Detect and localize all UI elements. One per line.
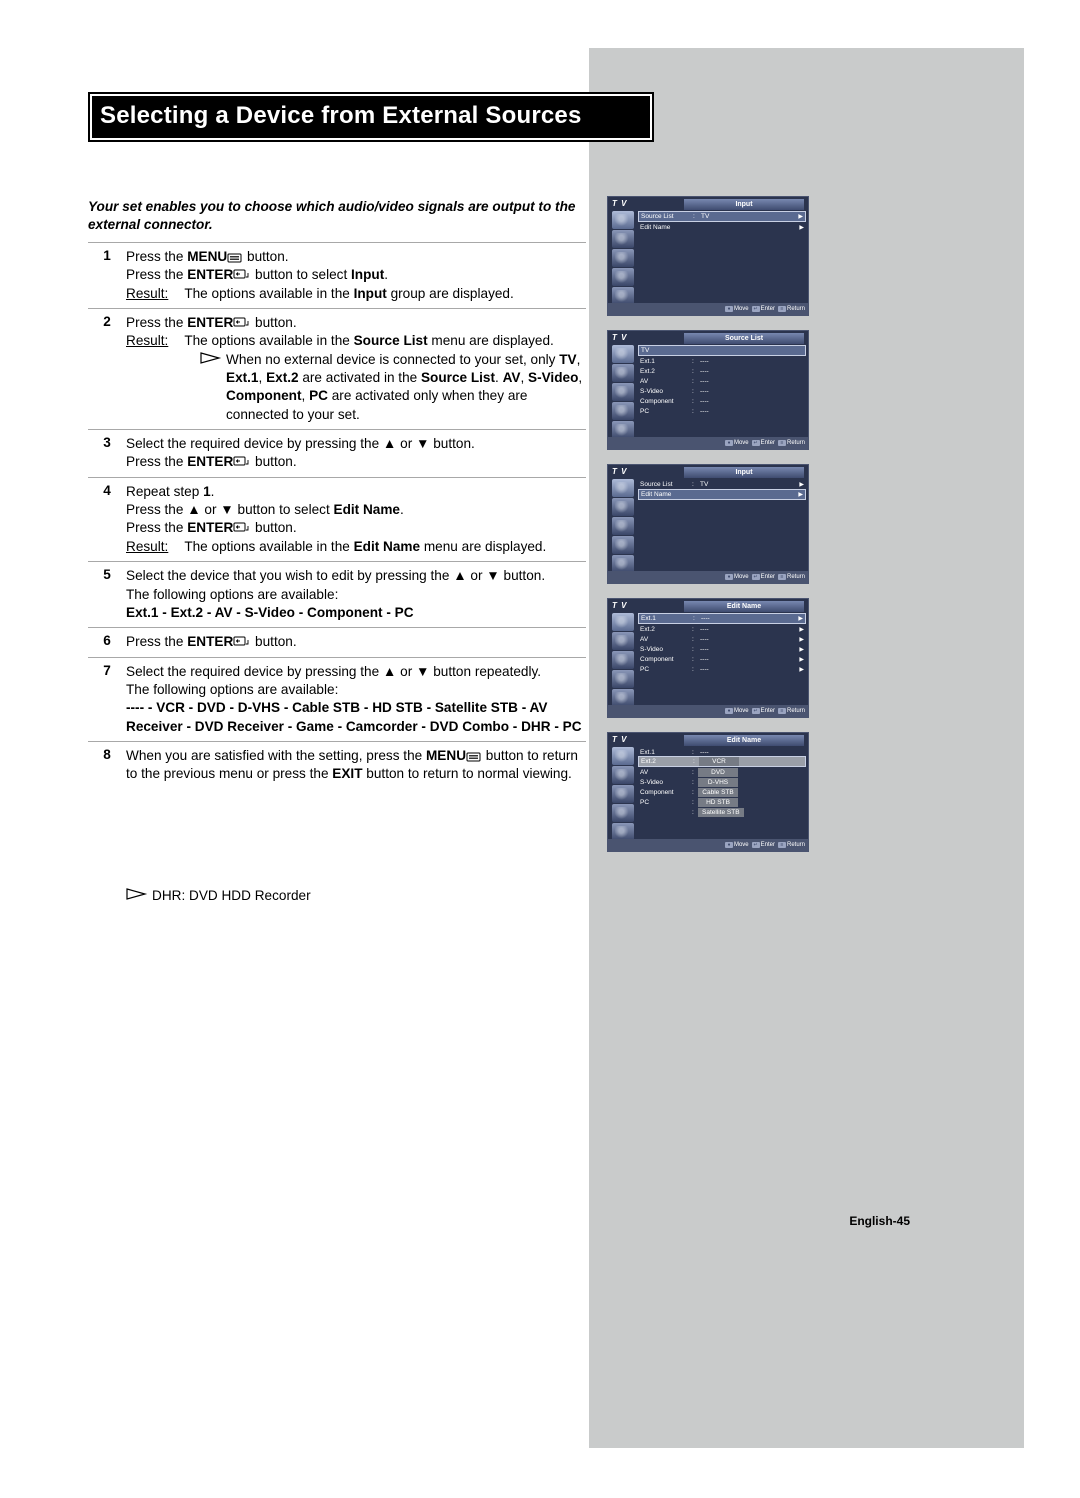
step-2: 2Press the ENTER button.Result:The optio… — [88, 308, 586, 429]
footnote-text: DHR: DVD HDD Recorder — [152, 888, 311, 903]
step-1: 1Press the MENU button.Press the ENTER b… — [88, 242, 586, 308]
page-number: English-45 — [849, 1214, 910, 1228]
step-3: 3Select the required device by pressing … — [88, 429, 586, 477]
steps-list: 1Press the MENU button.Press the ENTER b… — [88, 242, 586, 789]
intro-text: Your set enables you to choose which aud… — [88, 198, 586, 233]
step-5: 5Select the device that you wish to edit… — [88, 561, 586, 627]
osd-preview-stack: T VInputSource List:TV▶Edit Name▶♦Move↵E… — [607, 196, 809, 866]
page-title: Selecting a Device from External Sources — [92, 96, 650, 138]
title-bar: Selecting a Device from External Sources — [88, 92, 654, 142]
osd-panel-3: T VEdit NameExt.1:----▶Ext.2:----▶AV:---… — [607, 598, 809, 718]
note-icon — [126, 888, 148, 900]
step-8: 8When you are satisfied with the setting… — [88, 741, 586, 789]
osd-panel-4: T VEdit NameExt.1:----Ext.2:VCRAV:DVDS-V… — [607, 732, 809, 852]
osd-panel-2: T VInputSource List:TV▶Edit Name▶♦Move↵E… — [607, 464, 809, 584]
step-6: 6Press the ENTER button. — [88, 627, 586, 656]
osd-panel-0: T VInputSource List:TV▶Edit Name▶♦Move↵E… — [607, 196, 809, 316]
osd-panel-1: T VSource ListTVExt.1:----Ext.2:----AV:-… — [607, 330, 809, 450]
step-7: 7Select the required device by pressing … — [88, 657, 586, 741]
step-4: 4Repeat step 1.Press the ▲ or ▼ button t… — [88, 477, 586, 561]
footnote: DHR: DVD HDD Recorder — [88, 888, 586, 903]
